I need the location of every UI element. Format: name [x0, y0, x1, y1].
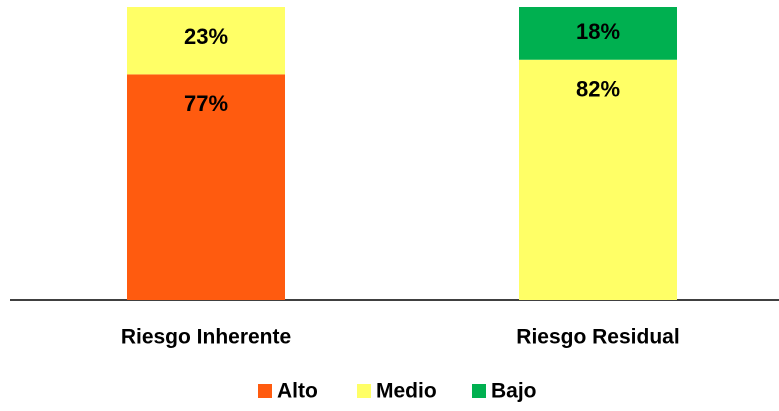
value-label: 77%: [184, 91, 228, 116]
x-tick-label: Riesgo Residual: [516, 326, 679, 349]
legend-swatch: [258, 384, 272, 398]
legend-label: Alto: [277, 380, 318, 403]
legend-label: Medio: [376, 380, 437, 403]
value-label: 23%: [184, 24, 228, 49]
legend-swatch: [472, 384, 486, 398]
bar-segment: [519, 59, 677, 300]
value-label: 82%: [576, 77, 620, 102]
legend-swatch: [357, 384, 371, 398]
value-label: 18%: [576, 19, 620, 44]
bar-segment: [127, 74, 285, 300]
legend-label: Bajo: [491, 380, 537, 403]
bar-segment: [519, 7, 677, 60]
x-tick-label: Riesgo Inherente: [121, 326, 291, 349]
bar-segment: [127, 7, 285, 75]
